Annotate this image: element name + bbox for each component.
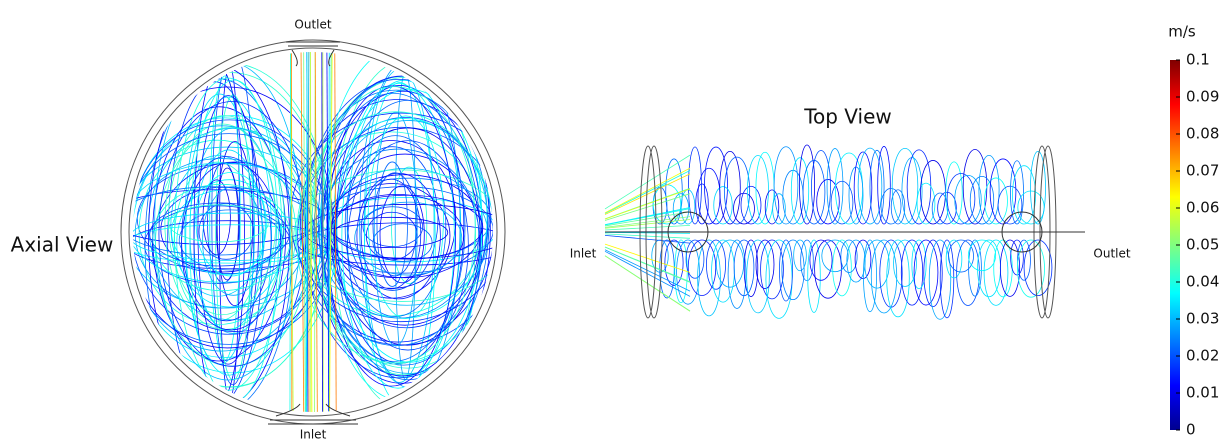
streamline [741, 186, 761, 224]
colorbar-tick-label: 0.03 [1186, 310, 1219, 328]
streamline [698, 240, 721, 316]
colorbar-tick-label: 0 [1186, 421, 1196, 439]
colorbar-tick-label: 0.01 [1186, 384, 1219, 402]
streamline [847, 240, 865, 282]
streamline [315, 45, 316, 420]
colorbar-tick-label: 0.09 [1186, 88, 1219, 106]
colorbar-unit: m/s [1168, 23, 1196, 41]
top-view-title: Top View [803, 105, 892, 129]
streamline [946, 162, 962, 224]
axial-inlet-label: Inlet [300, 428, 327, 441]
streamline [766, 240, 792, 318]
streamline [714, 187, 732, 224]
streamline [871, 240, 896, 313]
top-inlet-label: Inlet [570, 247, 597, 261]
streamline [380, 186, 424, 283]
streamline [985, 178, 1008, 224]
streamline [849, 167, 863, 224]
colorbar-tick-label: 0.06 [1186, 199, 1219, 217]
streamline [1011, 240, 1024, 275]
streamline [290, 45, 291, 420]
streamline [892, 148, 918, 224]
streamline [841, 240, 857, 273]
streamline [947, 173, 975, 224]
streamline [605, 234, 690, 238]
streamline [347, 147, 438, 291]
streamline [779, 240, 792, 301]
streamline [322, 45, 323, 420]
axial-view-title: Axial View [11, 233, 114, 257]
streamline [210, 76, 240, 360]
streamline [979, 155, 999, 224]
streamline [363, 207, 423, 247]
streamline [801, 240, 814, 281]
streamline [301, 45, 304, 420]
streamline [728, 240, 746, 308]
streamline [605, 168, 690, 213]
streamline [968, 240, 995, 271]
streamline [681, 190, 695, 224]
colorbar-tick-label: 0.02 [1186, 347, 1219, 365]
axial-outlet-label: Outlet [294, 18, 331, 32]
colorbar-tick-label: 0.1 [1186, 51, 1210, 69]
colorbar-tick-label: 0.04 [1186, 273, 1219, 291]
colorbar-tick-label: 0.05 [1186, 236, 1219, 254]
streamline [855, 240, 871, 279]
streamline [887, 240, 910, 317]
top-outlet-label: Outlet [1093, 247, 1130, 261]
streamline [605, 235, 690, 243]
streamline [794, 240, 807, 271]
streamline [774, 147, 798, 224]
axial-streamlines [106, 45, 517, 420]
streamline [865, 240, 889, 288]
streamline [377, 162, 408, 287]
streamline [374, 112, 417, 346]
figure: Outlet Inlet Axial View Top View Inlet O… [0, 0, 1225, 441]
streamline [880, 240, 902, 307]
colorbar-tick-label: 0.08 [1186, 125, 1219, 143]
colorbar-tick-label: 0.07 [1186, 162, 1219, 180]
streamline [782, 240, 804, 300]
colorbar-ticks: 0 0.01 0.02 0.03 0.04 0.05 0.06 0.07 0.08 0.09 0.1 [1176, 51, 1219, 439]
streamline [331, 154, 480, 325]
streamline [907, 150, 931, 224]
